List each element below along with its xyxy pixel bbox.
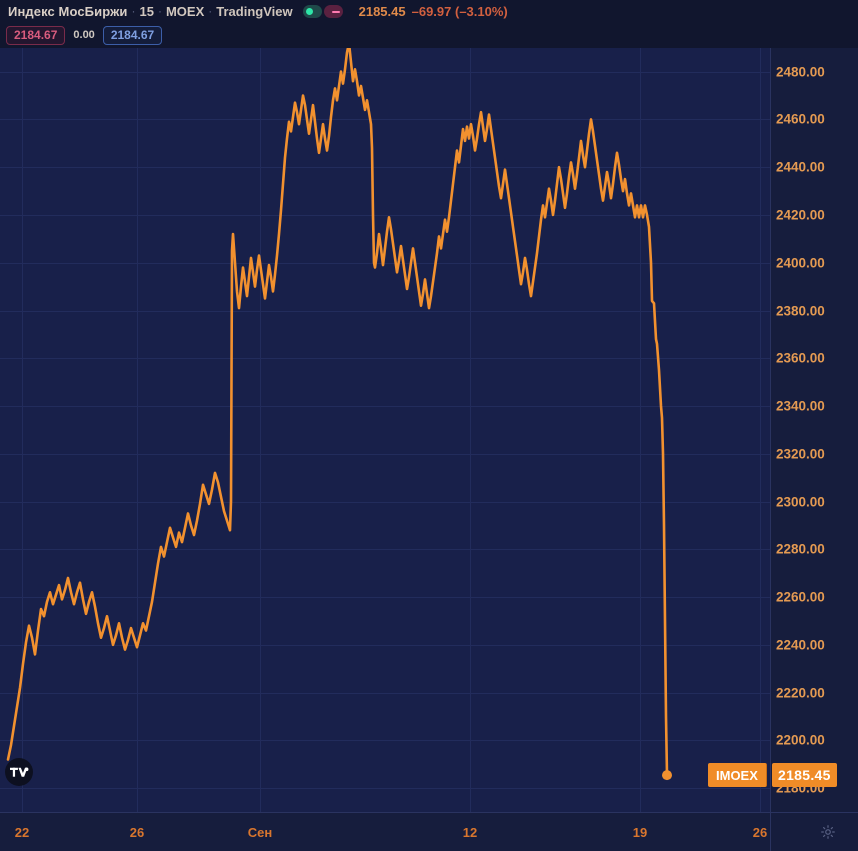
price-axis[interactable]: RUB▾ 2500.002480.002460.002440.002420.00… [770,0,858,812]
time-axis-tick: 26 [129,825,145,840]
gridline-horizontal [0,501,770,503]
time-axis-divider [0,812,858,813]
price-axis-tick: 2280.00 [776,541,825,557]
price-axis-tick: 2460.00 [776,111,825,127]
gridline-horizontal [0,119,770,121]
gridline-horizontal [0,740,770,742]
price-axis-tick: 2420.00 [776,207,825,223]
gridline-horizontal [0,549,770,551]
time-axis-tick: 12 [462,825,478,840]
header-last-price: 2185.45 [358,3,406,19]
current-price-tag: 2185.45 [772,763,837,788]
time-axis[interactable]: 22 26 Сен 12 19 26 [0,812,858,851]
chart-plot-area[interactable] [0,0,770,812]
gridline-horizontal [0,358,770,360]
chart-grid [0,0,770,812]
price-axis-divider [770,0,771,812]
current-price-value: 2185.45 [778,767,831,784]
gear-icon[interactable] [820,824,836,840]
gridline-horizontal [0,167,770,169]
header-change: –69.97 (–3.10%) [412,4,508,19]
header-values-row: 2184.67 0.00 2184.67 [6,25,163,45]
price-axis-tick: 2240.00 [776,637,825,653]
price-axis-tick: 2340.00 [776,398,825,414]
separator-3: · [208,4,213,18]
tradingview-logo-icon [9,767,28,777]
tradingview-logo[interactable] [5,758,33,786]
price-axis-tick: 2260.00 [776,589,825,605]
gridline-horizontal [0,310,770,312]
gridline-horizontal [0,692,770,694]
price-axis-tick: 2320.00 [776,446,825,462]
symbol-tag: IMOEX [708,763,767,788]
price-axis-tick: 2200.00 [776,732,825,748]
gridline-vertical [470,0,471,812]
value-badge-blue[interactable]: 2184.67 [102,25,163,45]
price-line-series [6,41,672,781]
value-badge-red[interactable]: 2184.67 [6,25,66,45]
gridline-horizontal [0,71,770,73]
value-mid: 0.00 [73,29,95,41]
gridline-vertical [137,0,138,812]
price-axis-tick: 2360.00 [776,350,825,366]
exchange-label[interactable]: MOEX [165,3,205,19]
time-axis-tick: 22 [14,825,30,840]
header-toggles [302,4,343,18]
gridline-horizontal [0,214,770,216]
gridline-vertical [760,0,761,812]
chart-header: Индекс МосБиржи · 15 · MOEX · TradingVie… [0,0,858,48]
gridline-vertical [260,0,261,812]
time-axis-tick: 26 [752,825,768,840]
time-axis-tick: 19 [632,825,648,840]
gridline-horizontal [0,453,770,455]
gridline-horizontal [0,597,770,599]
gridline-horizontal [0,644,770,646]
symbol-name[interactable]: Индекс МосБиржи [8,3,128,19]
header-change-pct: (–3.10%) [455,3,508,19]
header-title-row: Индекс МосБиржи · 15 · MOEX · TradingVie… [8,2,508,20]
chart-settings-toggle-icon[interactable] [323,4,343,18]
price-axis-tick: 2220.00 [776,685,825,701]
interval-label[interactable]: 15 [139,3,154,19]
symbol-tag-label: IMOEX [716,767,758,783]
price-axis-tick: 2380.00 [776,303,825,318]
separator-1: · [131,4,136,18]
time-axis-tick: Сен [247,825,273,840]
imoex-line-path [6,41,669,777]
last-price-marker [662,770,672,781]
series-visibility-toggle-icon[interactable] [302,4,322,18]
price-axis-tick: 2400.00 [776,255,825,271]
price-axis-tick: 2300.00 [776,494,825,509]
time-axis-vertical-divider [770,812,771,851]
gridline-vertical [640,0,641,812]
gridline-vertical [22,0,23,812]
gridline-horizontal [0,406,770,407]
source-label[interactable]: TradingView [216,3,293,19]
gridline-horizontal [0,788,770,790]
price-axis-tick: 2480.00 [776,64,825,80]
separator-2: · [157,4,162,18]
price-axis-tick: 2440.00 [776,159,825,175]
gridline-horizontal [0,262,770,264]
header-change-abs: –69.97 [411,3,452,19]
